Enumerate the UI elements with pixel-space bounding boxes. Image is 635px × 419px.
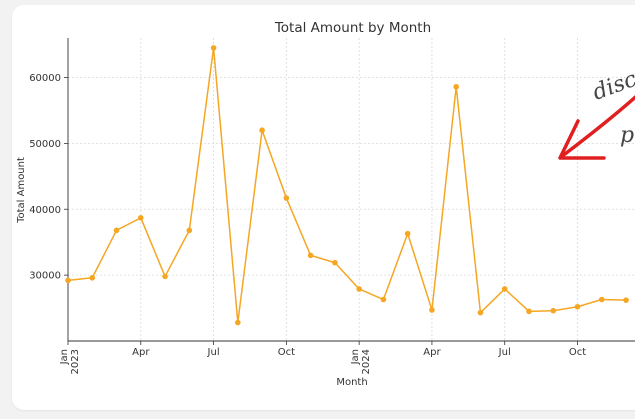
x-tick-label: Jul (207, 347, 220, 358)
x-axis-label: Month (336, 377, 367, 388)
axes (67, 38, 635, 342)
y-tick-label: 60000 (29, 73, 61, 84)
data-point (623, 297, 629, 303)
x-tick-sublabel: 2023 (70, 349, 81, 374)
grid-lines (67, 38, 635, 341)
y-ticks: 30000 40000 50000 60000 (29, 73, 68, 282)
data-point (162, 273, 168, 280)
data-point (380, 296, 387, 303)
series-line (67, 47, 627, 324)
x-tick-label: Jan (59, 349, 70, 365)
data-point (186, 227, 193, 234)
x-tick-label: Oct (278, 347, 295, 358)
data-point (259, 127, 265, 134)
chart-card (12, 5, 635, 410)
x-tick-label: Apr (423, 347, 441, 358)
chart-title: Total Amount by Month (274, 20, 431, 36)
data-point (453, 83, 459, 90)
data-point (283, 195, 290, 201)
data-point (356, 286, 362, 292)
annotation-overlay: disc p (558, 67, 635, 160)
data-point (550, 307, 557, 314)
data-point (113, 227, 120, 234)
data-point (477, 309, 484, 316)
annotation-text-2: p (620, 123, 634, 148)
series-amount (65, 45, 629, 326)
data-point (429, 307, 435, 313)
x-tick-label: Oct (569, 347, 586, 358)
data-point (404, 230, 411, 237)
data-point (65, 277, 71, 284)
annotation-arrow (559, 95, 635, 159)
data-point (501, 286, 508, 292)
y-tick-label: 50000 (29, 139, 61, 150)
data-point (598, 296, 605, 303)
x-tick-label: Apr (132, 347, 150, 358)
data-point (526, 308, 532, 315)
x-ticks: Jan 2023 Apr Jul Oct Jan 2024 Apr Jul Oct (59, 341, 586, 374)
x-tick-label: Jan (350, 349, 361, 365)
data-point (89, 274, 96, 281)
x-tick-sublabel: 2024 (361, 349, 372, 374)
y-tick-label: 40000 (29, 205, 61, 216)
y-axis-label: Total Amount (16, 157, 27, 224)
data-point (235, 319, 241, 326)
data-point (574, 303, 581, 310)
data-point (332, 259, 338, 266)
annotation-text-1: disc (590, 67, 635, 106)
x-tick-label: Jul (498, 347, 511, 358)
y-tick-label: 30000 (29, 271, 61, 282)
annotation-arrow-head (558, 119, 606, 160)
data-point (307, 252, 314, 259)
data-point (210, 45, 217, 51)
data-point (137, 215, 144, 221)
